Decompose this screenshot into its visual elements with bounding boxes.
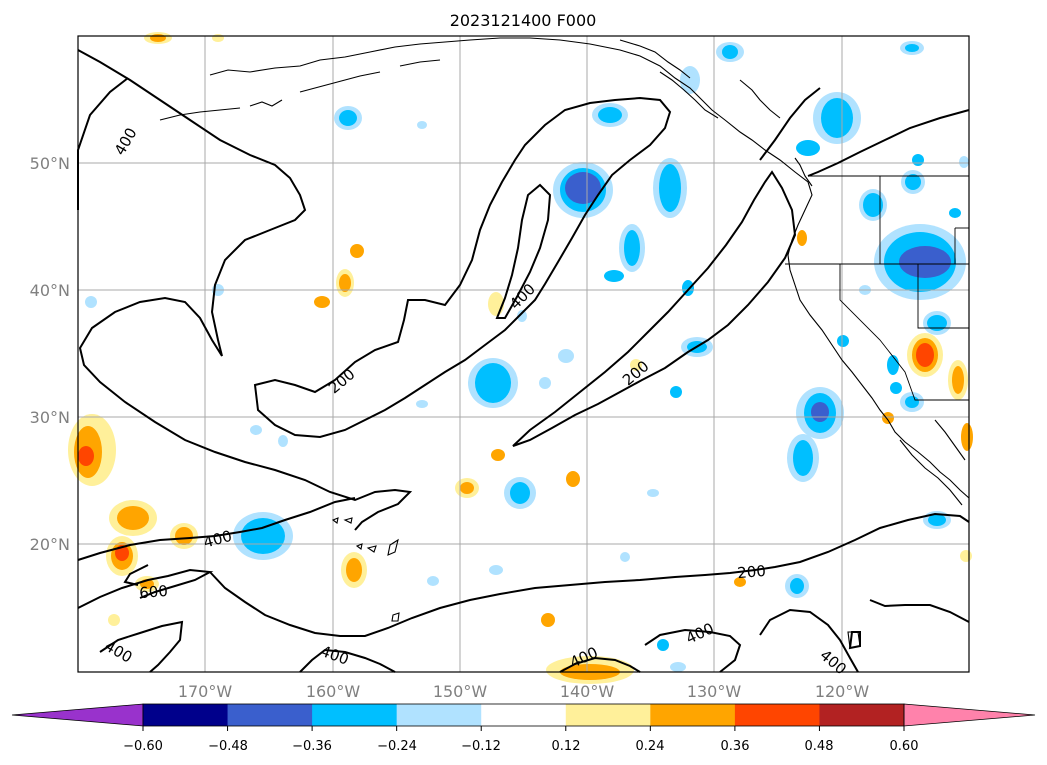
shaded-field	[68, 32, 973, 684]
colorbar-swatch	[565, 704, 651, 726]
lat-label-20n: 20°N	[30, 535, 70, 554]
colorbar-swatch	[227, 704, 313, 726]
lon-label-130w: 130°W	[687, 682, 742, 701]
lon-label-160w: 160°W	[306, 682, 361, 701]
lon-label-140w: 140°W	[560, 682, 615, 701]
colorbar: −0.60 −0.48 −0.36 −0.24 −0.12 0.12 0.24 …	[11, 703, 1036, 754]
contour-label: 600	[139, 582, 169, 602]
state-borders	[785, 175, 969, 401]
lat-label-40n: 40°N	[30, 281, 70, 300]
colorbar-swatch	[481, 704, 567, 726]
colorbar-tick-label: 0.60	[890, 739, 919, 754]
map-frame	[77, 35, 970, 673]
colorbar-outline	[142, 703, 905, 727]
colorbar-tick-labels: −0.60 −0.48 −0.36 −0.24 −0.12 0.12 0.24 …	[123, 739, 918, 754]
colorbar-tick-label: 0.24	[636, 739, 665, 754]
coastlines	[159, 37, 970, 649]
contour-label: 200	[737, 562, 767, 582]
positive-areas	[68, 32, 973, 684]
colorbar-swatches	[11, 703, 1036, 727]
longitude-labels: 170°W 160°W 150°W 140°W 130°W 120°W	[178, 682, 870, 701]
colorbar-extend-min	[11, 703, 144, 727]
graticule	[78, 36, 969, 672]
colorbar-swatch	[143, 704, 229, 726]
colorbar-swatch	[396, 704, 482, 726]
negative-areas	[85, 41, 969, 672]
lat-label-30n: 30°N	[30, 408, 70, 427]
map-title: 2023121400 F000	[450, 11, 597, 30]
colorbar-swatch	[650, 704, 736, 726]
colorbar-tick-label: 0.36	[721, 739, 750, 754]
colorbar-tick-label: −0.60	[123, 739, 163, 754]
colorbar-swatch	[312, 704, 398, 726]
colorbar-tick-label: −0.48	[208, 739, 248, 754]
colorbar-ticks	[142, 726, 905, 731]
map-panel: 400 200 400 200 400 600 400 400 200 400 …	[68, 32, 973, 684]
lon-label-150w: 150°W	[433, 682, 488, 701]
height-contours	[77, 49, 970, 673]
colorbar-swatch	[734, 704, 820, 726]
lon-label-170w: 170°W	[178, 682, 233, 701]
colorbar-extend-max	[903, 703, 1036, 727]
colorbar-swatch	[819, 704, 905, 726]
lat-label-50n: 50°N	[30, 154, 70, 173]
latitude-labels: 50°N 40°N 30°N 20°N	[30, 154, 70, 554]
colorbar-tick-label: 0.12	[552, 739, 581, 754]
colorbar-tick-label: −0.36	[292, 739, 332, 754]
colorbar-tick-label: 0.48	[805, 739, 834, 754]
colorbar-tick-label: −0.12	[461, 739, 501, 754]
lon-label-120w: 120°W	[815, 682, 870, 701]
colorbar-tick-label: −0.24	[377, 739, 417, 754]
